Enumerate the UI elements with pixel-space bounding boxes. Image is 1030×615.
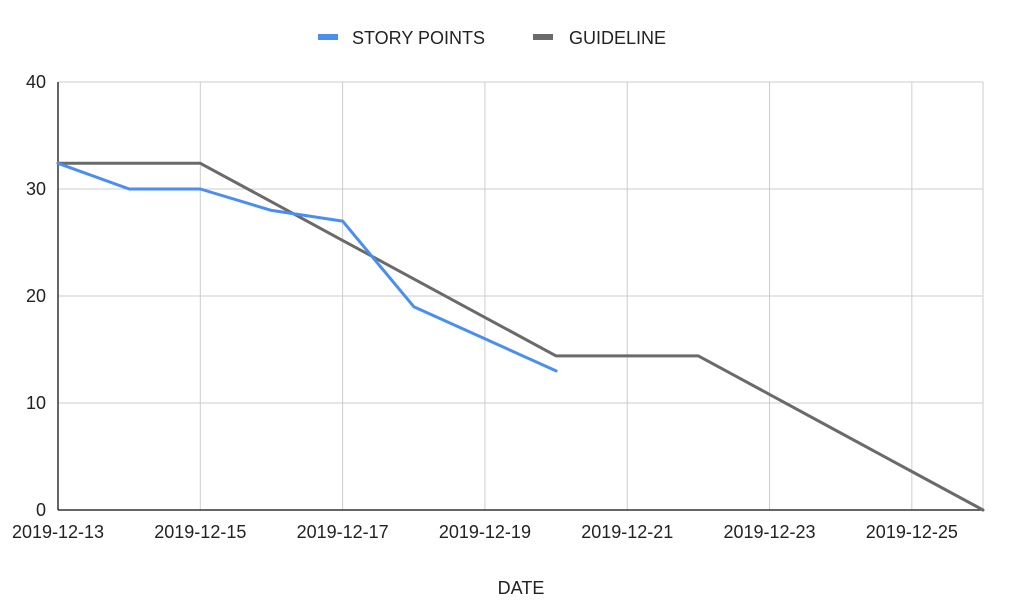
x-tick-label: 2019-12-17: [297, 522, 389, 542]
legend: STORY POINTS GUIDELINE: [318, 28, 666, 48]
x-tick-label: 2019-12-13: [12, 522, 104, 542]
tick-labels: 0 10 20 30 40 2019-12-13 2019-12-15 2019-12-17 2…: [12, 72, 958, 542]
y-tick-label: 10: [26, 393, 46, 413]
legend-label: GUIDELINE: [569, 28, 666, 48]
series-line-guideline: [56, 161, 985, 512]
series-line-story-points: [56, 161, 558, 373]
x-axis-title: DATE: [498, 578, 545, 598]
y-tick-label: 30: [26, 179, 46, 199]
grid-lines: [57, 81, 984, 510]
x-tick-label: 2019-12-15: [154, 522, 246, 542]
x-tick-label: 2019-12-23: [723, 522, 815, 542]
y-tick-label: 0: [36, 500, 46, 520]
x-tick-label: 2019-12-21: [581, 522, 673, 542]
y-tick-label: 40: [26, 72, 46, 92]
legend-swatch: [533, 34, 553, 40]
axes: [57, 82, 983, 511]
y-tick-label: 20: [26, 286, 46, 306]
series-lines: [56, 161, 985, 512]
legend-swatch: [318, 34, 338, 40]
x-tick-label: 2019-12-19: [439, 522, 531, 542]
x-tick-label: 2019-12-25: [866, 522, 958, 542]
legend-label: STORY POINTS: [352, 28, 485, 48]
